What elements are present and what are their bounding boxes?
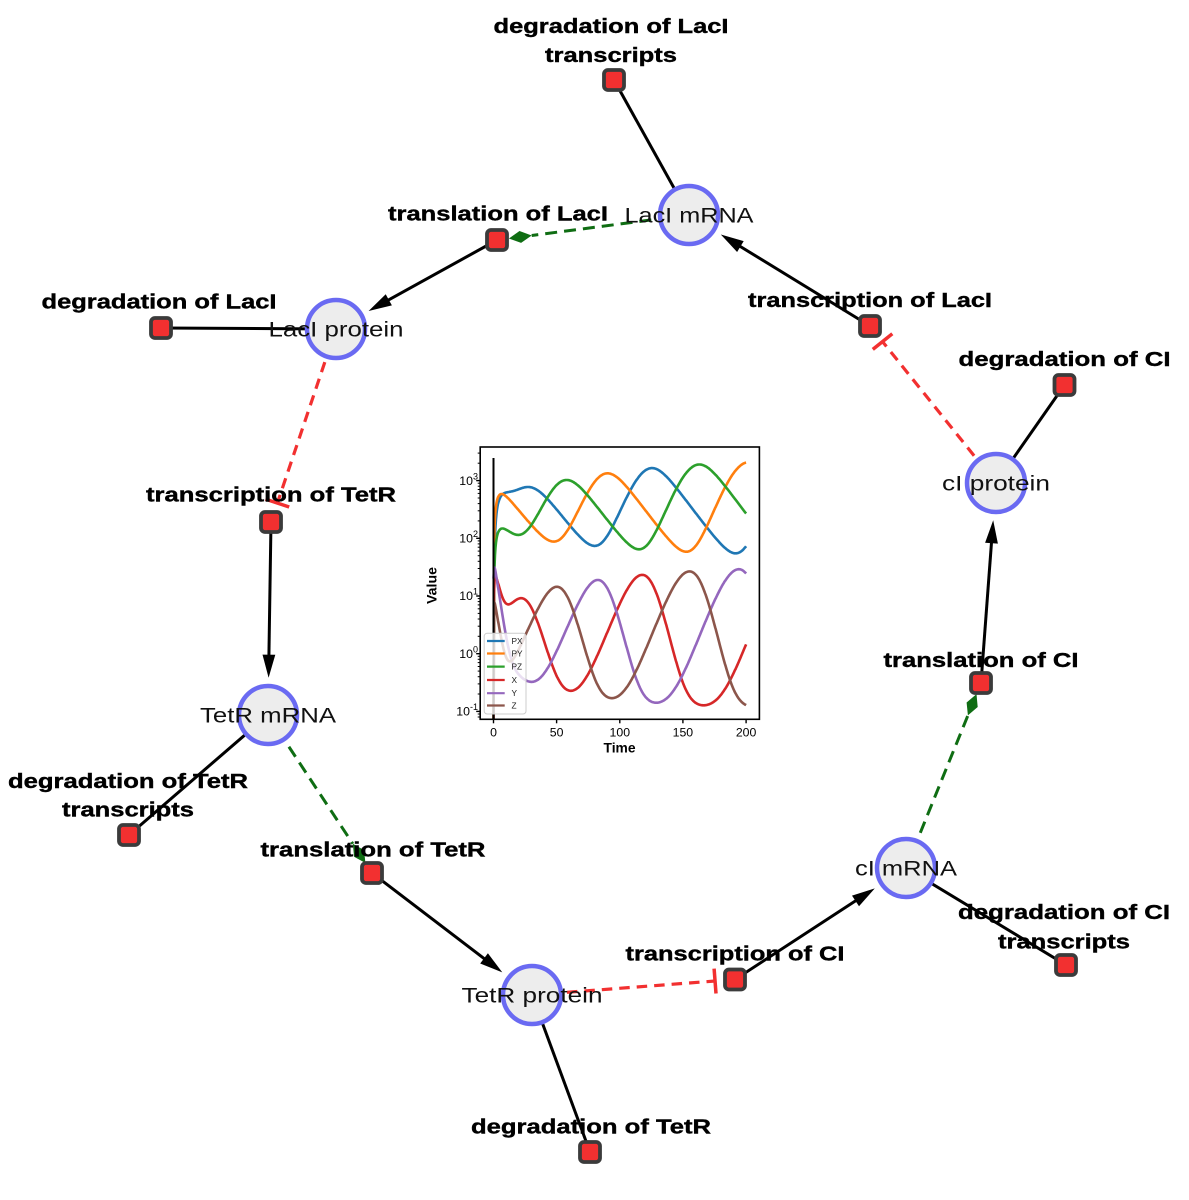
svg-text:transcripts: transcripts bbox=[998, 931, 1130, 954]
svg-text:200: 200 bbox=[736, 726, 757, 740]
svg-text:Time: Time bbox=[604, 741, 637, 756]
svg-text:PZ: PZ bbox=[512, 662, 523, 672]
svg-text:translation of CI: translation of CI bbox=[884, 649, 1079, 672]
svg-text:0: 0 bbox=[490, 726, 497, 740]
svg-text:LacI mRNA: LacI mRNA bbox=[625, 204, 755, 228]
svg-text:102: 102 bbox=[459, 529, 478, 546]
svg-text:100: 100 bbox=[610, 726, 631, 740]
svg-text:translation of LacI: translation of LacI bbox=[388, 203, 608, 226]
svg-text:translation of TetR: translation of TetR bbox=[261, 839, 486, 862]
svg-text:50: 50 bbox=[550, 726, 564, 740]
svg-text:degradation of TetR: degradation of TetR bbox=[471, 1115, 711, 1138]
svg-text:degradation of CI: degradation of CI bbox=[958, 901, 1170, 924]
svg-text:LacI protein: LacI protein bbox=[269, 318, 404, 342]
svg-text:PY: PY bbox=[512, 648, 524, 658]
svg-text:10-1: 10-1 bbox=[456, 702, 478, 719]
svg-text:TetR mRNA: TetR mRNA bbox=[200, 704, 337, 728]
svg-text:cI protein: cI protein bbox=[942, 472, 1050, 496]
svg-text:transcripts: transcripts bbox=[62, 799, 194, 822]
svg-text:100: 100 bbox=[459, 644, 478, 661]
svg-text:150: 150 bbox=[673, 726, 694, 740]
svg-text:degradation of CI: degradation of CI bbox=[959, 348, 1171, 371]
svg-text:X: X bbox=[512, 675, 518, 685]
svg-text:degradation of LacI: degradation of LacI bbox=[494, 15, 729, 38]
svg-text:transcription of CI: transcription of CI bbox=[626, 943, 845, 966]
svg-text:PX: PX bbox=[512, 636, 524, 646]
svg-text:Y: Y bbox=[512, 688, 518, 698]
svg-text:cI mRNA: cI mRNA bbox=[855, 857, 958, 881]
svg-text:transcription of TetR: transcription of TetR bbox=[146, 483, 396, 506]
svg-text:TetR protein: TetR protein bbox=[462, 984, 603, 1008]
svg-text:Value: Value bbox=[425, 566, 440, 604]
svg-text:degradation of LacI: degradation of LacI bbox=[42, 290, 277, 313]
svg-text:degradation of TetR: degradation of TetR bbox=[8, 770, 248, 793]
svg-text:103: 103 bbox=[459, 471, 478, 488]
svg-text:Z: Z bbox=[512, 700, 517, 710]
svg-text:transcription of LacI: transcription of LacI bbox=[748, 289, 992, 312]
svg-text:101: 101 bbox=[459, 587, 478, 604]
svg-text:transcripts: transcripts bbox=[545, 44, 677, 67]
